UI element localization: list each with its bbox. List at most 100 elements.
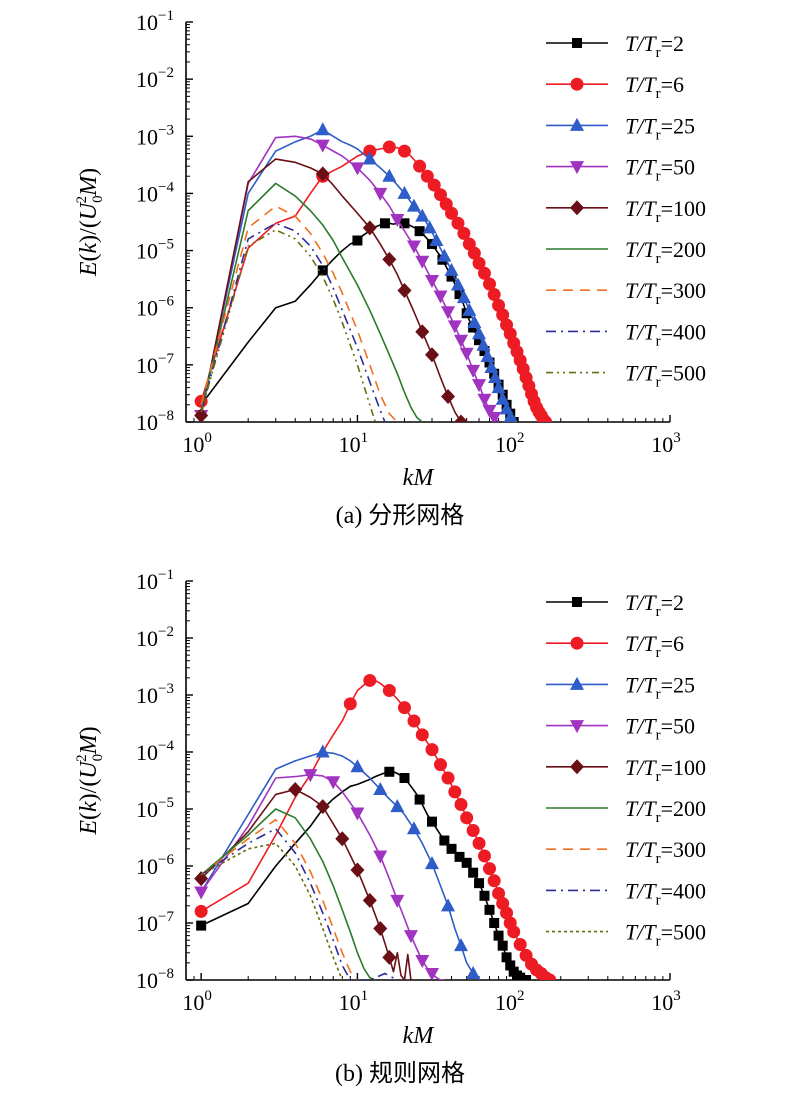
series-T400 [200, 827, 398, 980]
series-line-T400 [200, 827, 398, 980]
data-point-T25 [495, 391, 510, 405]
data-point-T25 [406, 821, 421, 835]
y-tick-label: 10−2 [136, 624, 174, 651]
data-point-T6 [427, 178, 441, 192]
legend-label-T200: T/Tr=200 [625, 796, 706, 826]
x-tick-label: 101 [339, 988, 369, 1015]
data-point-T25 [373, 781, 388, 795]
data-point-T6 [477, 266, 491, 280]
data-point-T2 [196, 920, 207, 931]
data-point-T6 [420, 169, 434, 183]
data-point-T25 [415, 208, 430, 222]
legend-label-T400: T/Tr=400 [625, 319, 706, 349]
data-point-T100 [424, 347, 439, 363]
data-point-T100 [288, 781, 303, 797]
legend-label-T50: T/Tr=50 [625, 155, 695, 185]
y-tick-label: 10−4 [136, 179, 174, 206]
data-point-T6 [466, 823, 480, 837]
data-point-T100 [362, 220, 377, 236]
data-point-T6 [382, 683, 396, 697]
data-point-T2 [446, 843, 457, 854]
figure-caption: (b) 规则网格 [335, 1060, 465, 1087]
data-point-T50 [303, 769, 318, 783]
data-point-T25 [467, 315, 482, 329]
data-point-T6 [343, 697, 357, 711]
data-point-T100 [335, 831, 350, 847]
data-point-T100 [315, 799, 330, 815]
data-point-T50 [403, 930, 418, 944]
series-line-T200 [200, 808, 376, 980]
data-point-T2 [426, 816, 437, 827]
data-point-T2 [454, 289, 465, 300]
data-point-T6 [454, 797, 468, 811]
data-point-T2 [379, 218, 390, 229]
y-tick-label: 10−5 [136, 795, 174, 822]
legend-marker-T6 [570, 77, 584, 91]
data-point-T6 [477, 849, 491, 863]
data-point-T6 [460, 811, 474, 825]
series-T200 [200, 182, 423, 422]
data-point-T2 [497, 940, 508, 951]
data-point-T6 [543, 973, 557, 980]
data-point-T50 [373, 850, 388, 864]
data-point-T50 [472, 379, 487, 393]
legend-label-T500: T/Tr=500 [625, 920, 706, 950]
x-tick-label: 100 [182, 430, 212, 457]
series-T6 [194, 140, 553, 422]
series-line-T500 [200, 842, 344, 980]
x-axis-label: kM [403, 465, 436, 491]
legend-marker-T25 [570, 676, 584, 690]
data-point-T6 [397, 144, 411, 158]
data-point-T2 [352, 235, 363, 246]
series-line-T300 [200, 205, 398, 422]
legend-label-T25: T/Tr=25 [625, 113, 695, 143]
series-T500 [200, 229, 377, 422]
y-tick-label: 10−3 [136, 681, 174, 708]
data-point-T50 [390, 213, 405, 227]
legend-label-T50: T/Tr=50 [625, 714, 695, 744]
y-tick-label: 10−8 [136, 408, 174, 435]
data-point-T6 [513, 937, 527, 951]
data-point-T2 [461, 857, 472, 868]
data-point-T6 [397, 701, 411, 715]
data-point-T25 [437, 248, 452, 262]
y-tick-label: 10−1 [136, 567, 174, 594]
data-point-T100 [350, 862, 365, 878]
data-point-T25 [476, 337, 491, 351]
data-point-T25 [454, 938, 469, 952]
legend-label-T100: T/Tr=100 [625, 755, 706, 785]
data-point-T2 [474, 878, 485, 889]
data-point-T25 [462, 302, 477, 316]
data-point-T2 [414, 226, 425, 237]
data-point-T25 [424, 856, 439, 870]
y-tick-label: 10−8 [136, 966, 174, 993]
legend-label-T300: T/Tr=300 [625, 278, 706, 308]
data-point-T6 [413, 159, 427, 173]
data-point-T50 [194, 886, 209, 900]
data-point-T50 [350, 162, 365, 176]
data-point-T6 [487, 874, 501, 888]
series-T200 [200, 808, 376, 980]
data-point-T50 [466, 364, 481, 378]
chart-panel-b: 10−8 10−7 10−6 10−5 10−4 10−3 10−2 10−1 100 101 10… [74, 567, 706, 1087]
data-point-T100 [194, 407, 209, 422]
data-point-T25 [362, 151, 377, 165]
legend-label-T200: T/Tr=200 [625, 237, 706, 267]
data-point-T100 [382, 949, 397, 965]
x-tick-label: 103 [651, 988, 681, 1015]
data-point-T6 [496, 308, 510, 322]
series-line-T50 [200, 135, 500, 422]
series-T400 [200, 222, 386, 422]
data-point-T100 [454, 414, 469, 422]
data-point-T6 [415, 728, 429, 742]
series-T100 [194, 158, 469, 422]
legend-label-T300: T/Tr=300 [625, 837, 706, 867]
data-point-T25 [390, 799, 405, 813]
data-point-T6 [457, 226, 471, 240]
data-point-T2 [479, 345, 490, 356]
chart-panel-a: 10−8 10−7 10−6 10−5 10−4 10−3 10−2 10−1 100 101 10… [74, 8, 706, 529]
data-point-T6 [472, 256, 486, 270]
data-point-T100 [441, 388, 456, 404]
y-tick-label: 10−7 [136, 351, 174, 378]
data-point-T100 [373, 921, 388, 937]
